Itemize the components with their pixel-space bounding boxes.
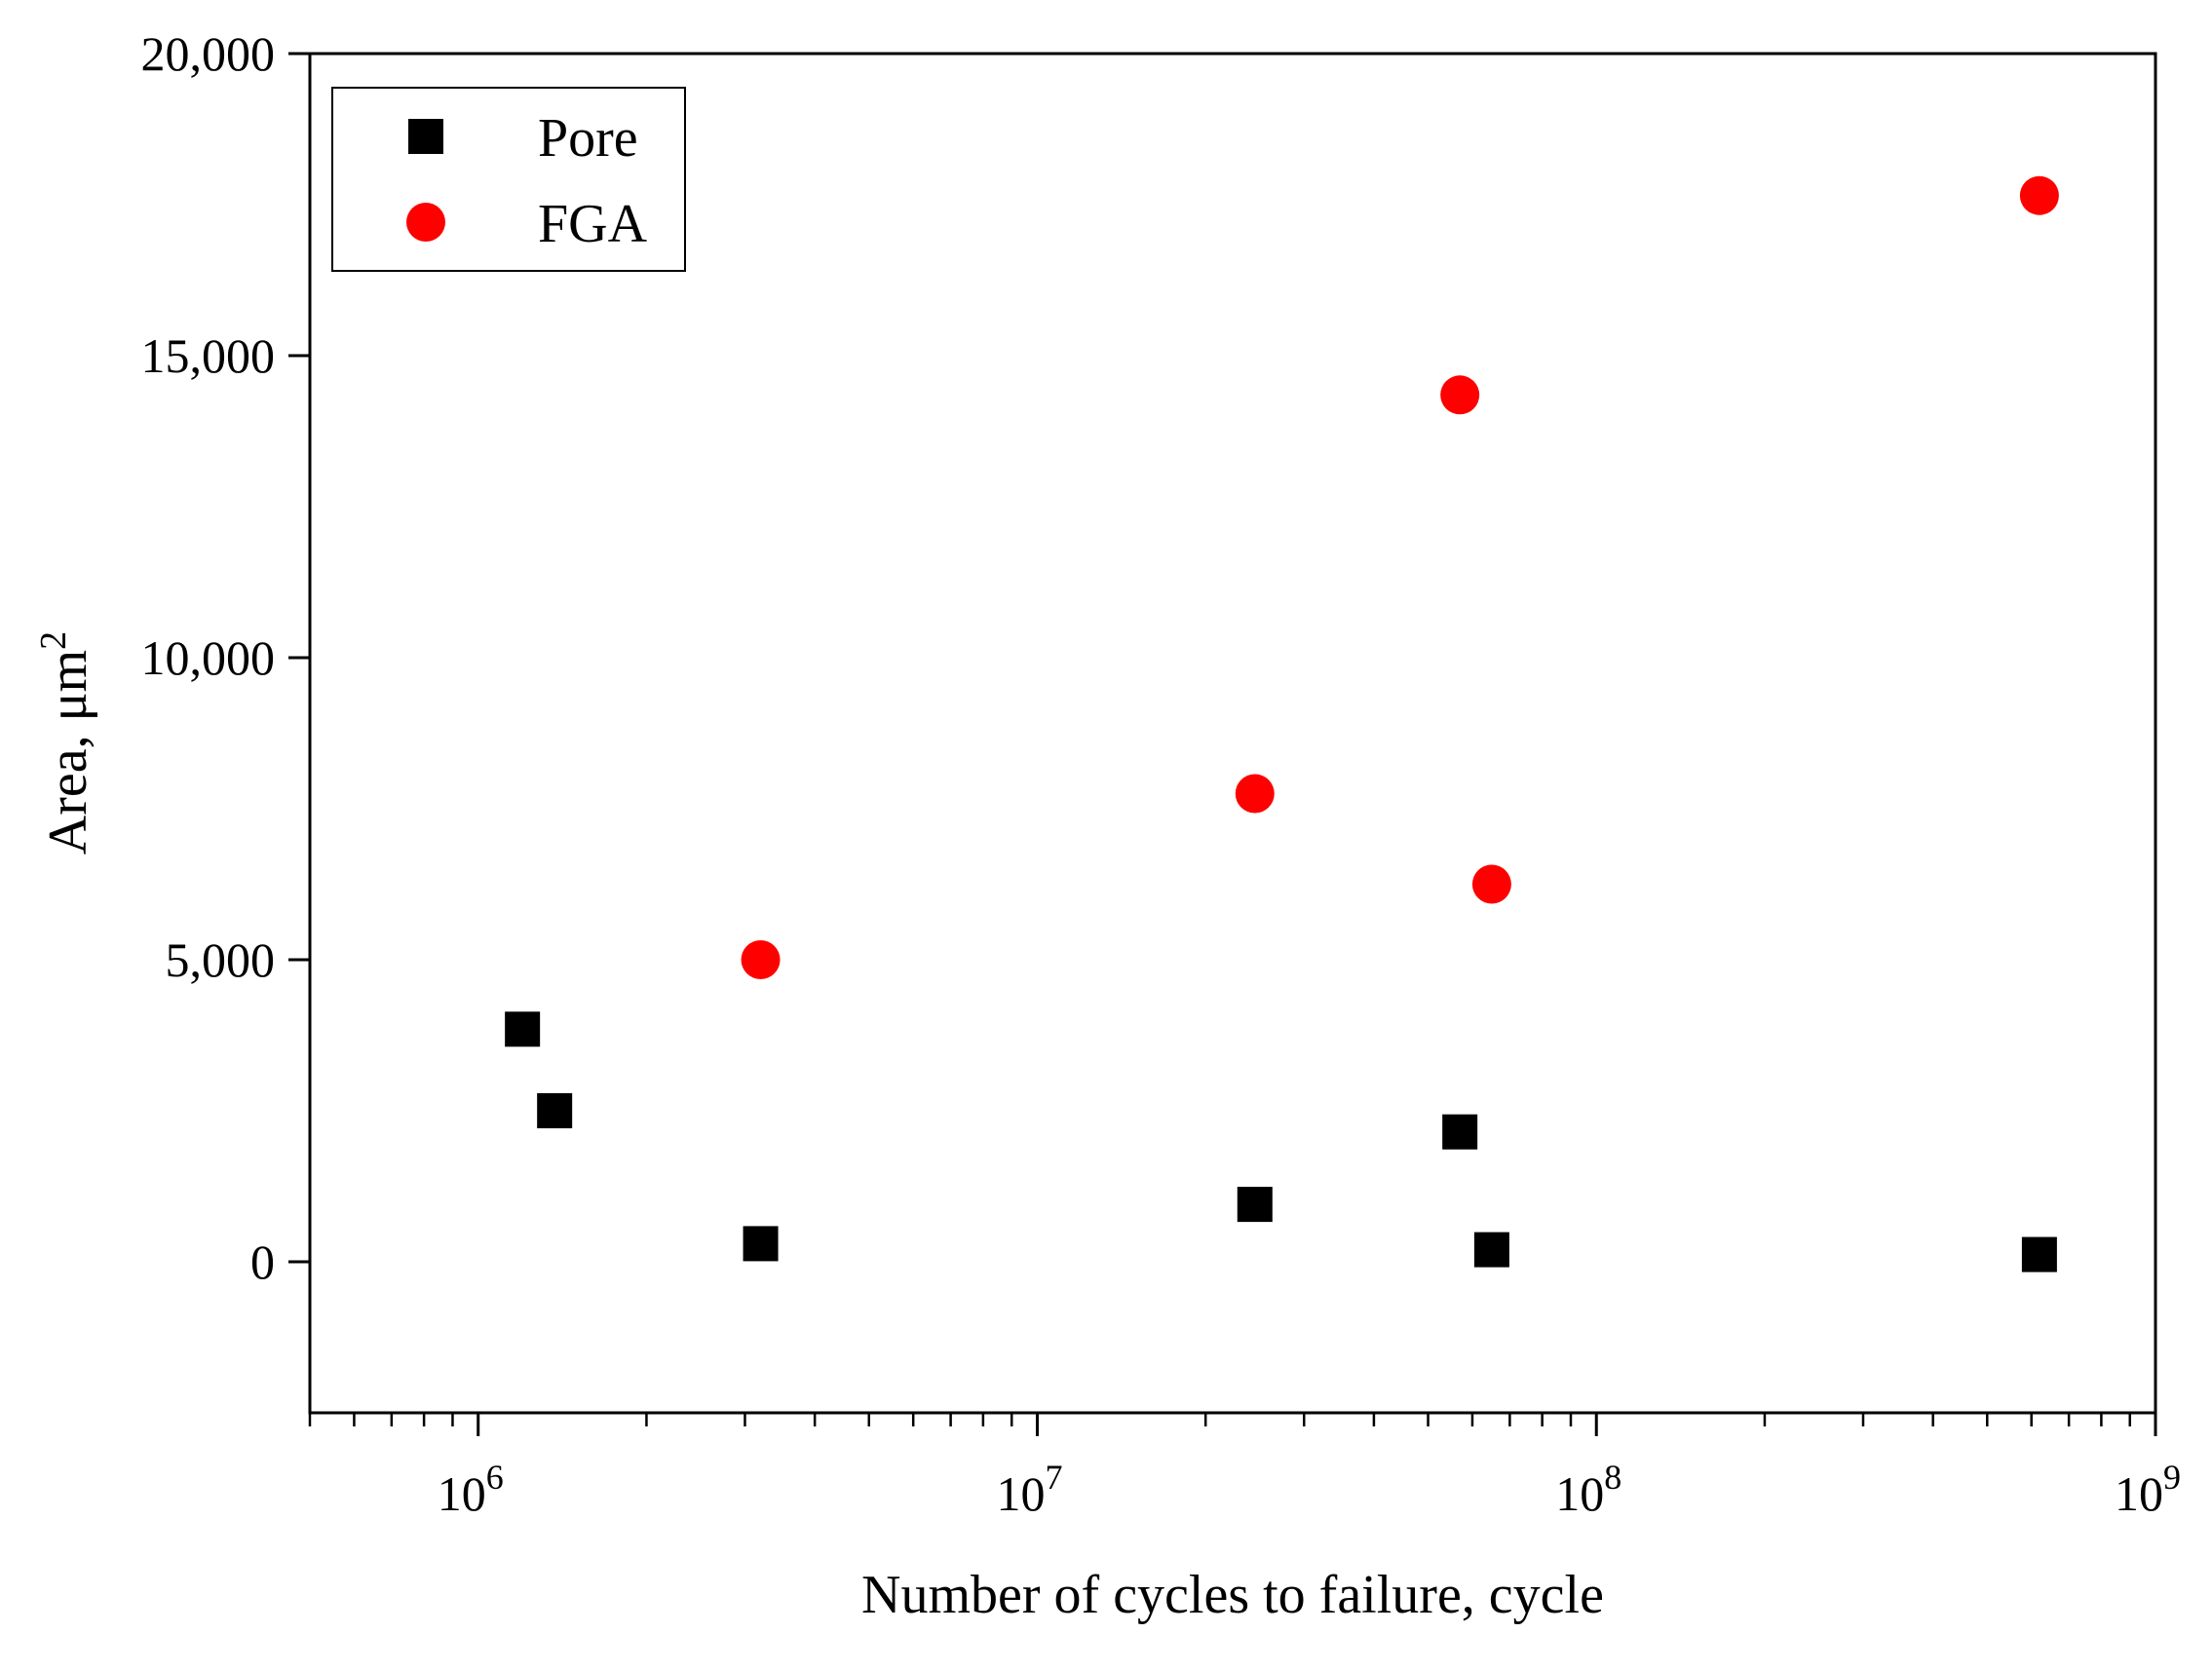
x-tick-base: 10 [2115, 1466, 2163, 1521]
fga-point [741, 940, 781, 979]
pore-point [1237, 1187, 1273, 1223]
pore-point [1473, 1232, 1509, 1268]
legend: Pore FGA [331, 87, 686, 272]
y-tick-label: 10,000 [141, 630, 276, 685]
legend-fga-label: FGA [538, 194, 648, 254]
x-tick-base: 10 [996, 1466, 1045, 1521]
data-points [505, 175, 2059, 1272]
x-tick-base: 10 [1555, 1466, 1604, 1521]
y-axis-title-superscript: 2 [33, 631, 74, 650]
x-tick-label: 108 [1555, 1458, 1621, 1521]
legend-box [331, 87, 686, 272]
x-tick-label: 107 [996, 1458, 1062, 1521]
x-tick-exponent: 8 [1604, 1458, 1621, 1497]
legend-pore-label: Pore [538, 108, 638, 169]
y-axis-title: Area, μm2 [33, 631, 98, 854]
fga-point [1440, 375, 1480, 415]
fga-point [2019, 175, 2059, 215]
x-tick-exponent: 6 [486, 1458, 504, 1497]
y-axis-title-text: Area, μm [38, 650, 98, 854]
x-tick-exponent: 7 [1045, 1458, 1062, 1497]
y-tick-label: 20,000 [141, 26, 276, 81]
legend-pore-marker [408, 119, 443, 154]
x-tick-base: 10 [438, 1466, 486, 1521]
y-tick-label: 5,000 [166, 932, 276, 987]
fga-point [1471, 864, 1511, 904]
y-tick-label: 15,000 [141, 328, 276, 383]
x-axis-title: Number of cycles to failure, cycle [861, 1565, 1604, 1625]
pore-point [2021, 1236, 2057, 1272]
pore-point [743, 1226, 779, 1262]
x-minor-ticks [308, 1413, 2131, 1426]
axis-ticks [288, 52, 2157, 1436]
x-tick-label: 109 [2115, 1458, 2181, 1521]
y-tick-label: 0 [250, 1234, 275, 1289]
x-tick-label: 106 [438, 1458, 504, 1521]
fga-point [1235, 774, 1275, 814]
x-tick-exponent: 9 [2163, 1458, 2181, 1497]
legend-fga-marker [406, 203, 445, 242]
pore-point [1442, 1114, 1478, 1150]
pore-point [505, 1011, 541, 1047]
plot-frame [308, 52, 2157, 1415]
pore-point [537, 1093, 573, 1128]
